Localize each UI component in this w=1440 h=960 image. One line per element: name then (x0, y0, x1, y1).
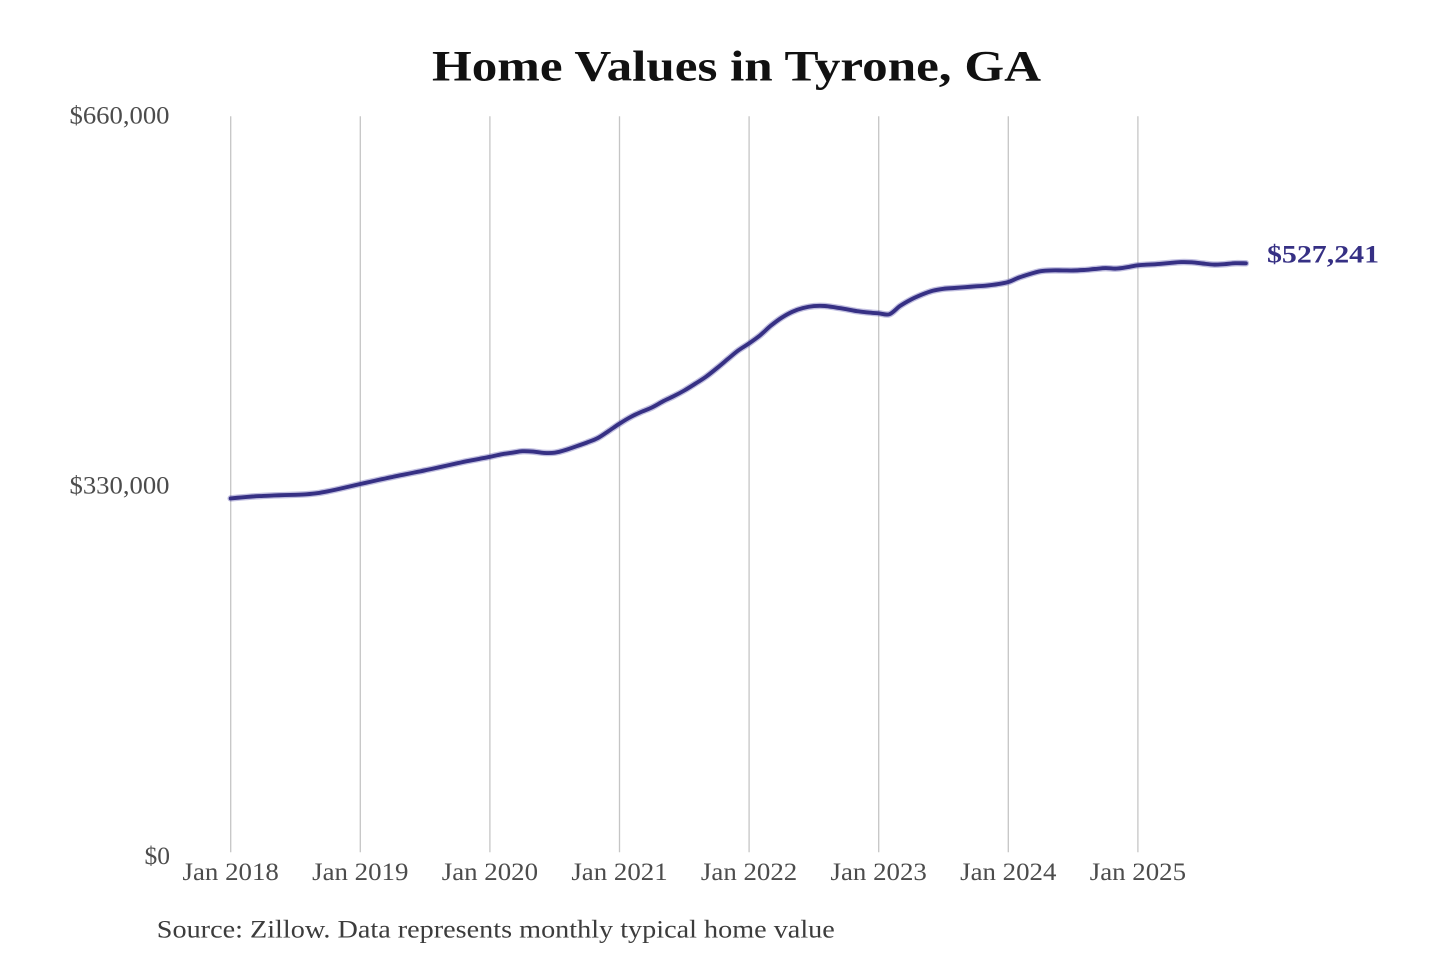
svg-text:Jan 2022: Jan 2022 (701, 859, 797, 886)
svg-text:Jan 2025: Jan 2025 (1090, 859, 1186, 886)
svg-text:Jan 2024: Jan 2024 (960, 859, 1057, 886)
svg-text:Source: Zillow. Data represent: Source: Zillow. Data represents monthly … (157, 917, 835, 944)
svg-text:Jan 2021: Jan 2021 (571, 859, 667, 886)
svg-text:$527,241: $527,241 (1267, 242, 1379, 269)
svg-text:$660,000: $660,000 (70, 102, 170, 129)
svg-text:$330,000: $330,000 (70, 473, 170, 500)
svg-text:Jan 2023: Jan 2023 (831, 859, 927, 886)
svg-text:$0: $0 (145, 843, 171, 870)
svg-text:Jan 2018: Jan 2018 (183, 859, 279, 886)
svg-text:Jan 2019: Jan 2019 (312, 859, 408, 886)
svg-text:Home Values in Tyrone, GA: Home Values in Tyrone, GA (432, 44, 1041, 91)
svg-text:Jan 2020: Jan 2020 (442, 859, 538, 886)
